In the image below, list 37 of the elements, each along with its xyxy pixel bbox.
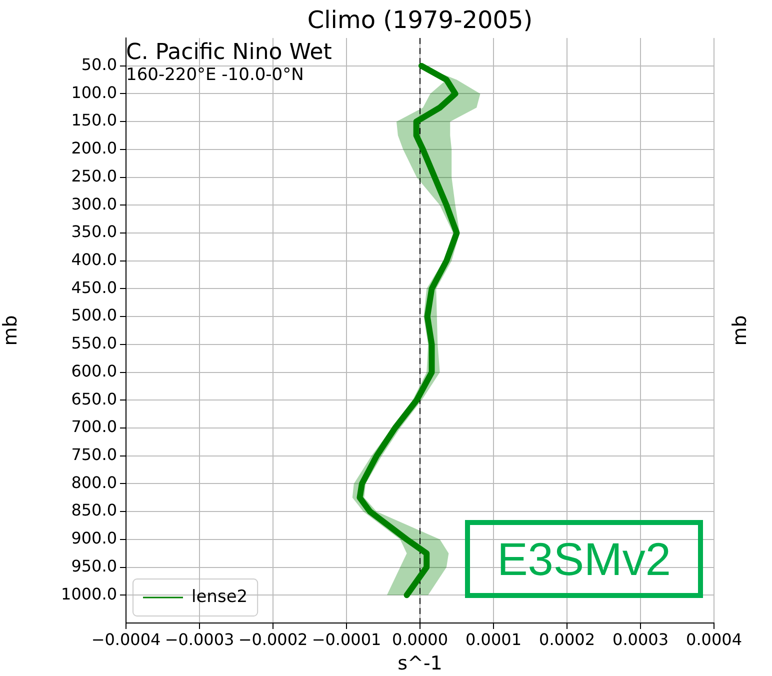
- y-tick-label: 300.0: [71, 194, 117, 214]
- y-tick-label: 600.0: [71, 361, 117, 380]
- x-tick-label: −0.0004: [91, 630, 161, 649]
- y-tick-label: 1000.0: [61, 584, 117, 604]
- y-axis-title: mb: [0, 315, 22, 346]
- x-tick-label: 0.0004: [686, 630, 742, 649]
- y-tick-label: 850.0: [71, 500, 117, 520]
- annotation: E3SMv2: [465, 520, 703, 598]
- x-tick-label: 0.0000: [392, 630, 448, 649]
- y-tick-label: 800.0: [71, 472, 117, 492]
- y-tick-label: 200.0: [71, 138, 117, 158]
- y-tick-label: 400.0: [71, 250, 117, 270]
- y-tick-label: 700.0: [71, 417, 117, 436]
- y-tick-label: 100.0: [71, 82, 117, 102]
- y-tick-label: 150.0: [71, 110, 117, 130]
- x-tick-label: −0.0002: [238, 630, 308, 649]
- y-tick-label: 450.0: [71, 278, 117, 297]
- x-tick-label: 0.0002: [539, 630, 595, 649]
- legend-label: lense2: [192, 586, 248, 607]
- annotation: 160-220°E -10.0-0°N: [126, 65, 304, 85]
- y-tick-label: 950.0: [71, 556, 117, 576]
- annotation: C. Pacific Nino Wet: [126, 40, 332, 65]
- y2-axis-title: mb: [729, 315, 751, 346]
- y-tick-label: 550.0: [71, 334, 117, 353]
- y-tick-label: 350.0: [71, 222, 117, 242]
- chart-title: Climo (1979-2005): [307, 6, 533, 34]
- x-tick-label: 0.0003: [612, 630, 668, 649]
- y-tick-label: 50.0: [81, 55, 117, 74]
- x-tick-label: 0.0001: [466, 630, 522, 649]
- x-axis-title: s^-1: [398, 652, 442, 675]
- y-tick-label: 500.0: [71, 306, 117, 325]
- y-tick-label: 250.0: [71, 166, 117, 186]
- x-tick-label: −0.0001: [312, 630, 382, 649]
- y-tick-label: 650.0: [71, 389, 117, 408]
- y-tick-label: 900.0: [71, 528, 117, 548]
- y-tick-label: 750.0: [71, 445, 117, 464]
- x-tick-label: −0.0003: [164, 630, 234, 649]
